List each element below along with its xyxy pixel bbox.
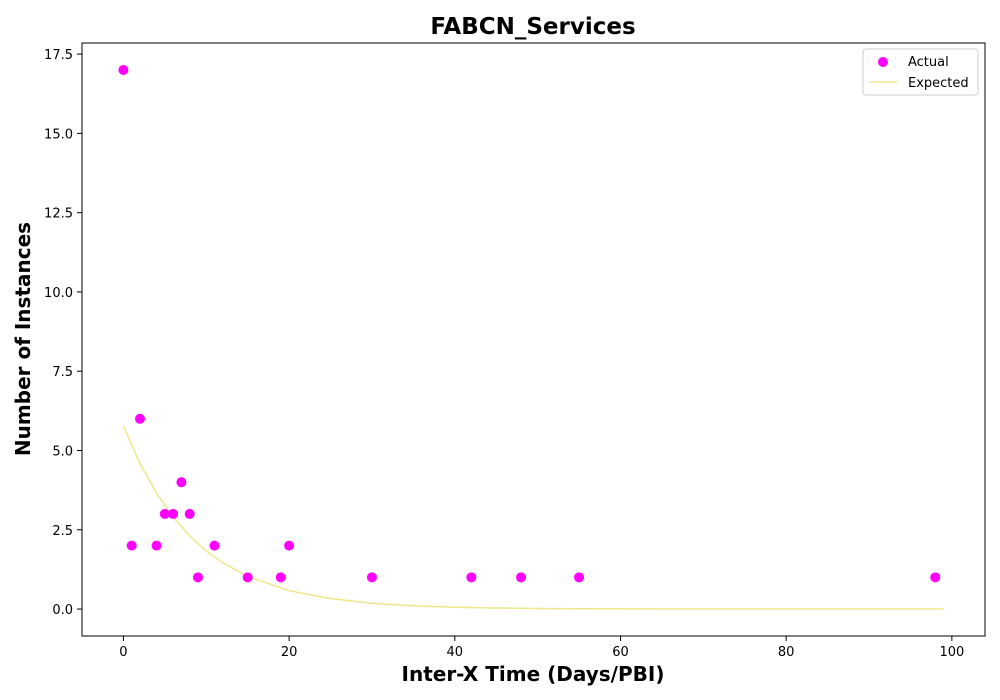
y-tick-label: 17.5: [44, 48, 73, 63]
actual-point: [275, 572, 286, 583]
actual-point: [192, 572, 203, 583]
actual-point: [134, 413, 145, 424]
y-tick-label: 7.5: [52, 365, 73, 380]
legend: Actual Expected: [862, 48, 979, 96]
legend-expected-label: Expected: [908, 76, 969, 91]
actual-point: [126, 540, 137, 551]
actual-point: [209, 540, 220, 551]
y-tick-label: 0.0: [52, 603, 73, 618]
x-tick-label: 40: [447, 645, 464, 660]
x-tick-label: 0: [119, 645, 127, 660]
actual-point: [516, 572, 527, 583]
x-tick-label: 80: [778, 645, 795, 660]
plot-area: [81, 42, 986, 637]
actual-point: [151, 540, 162, 551]
legend-actual-label: Actual: [908, 55, 949, 70]
x-axis: 0 20 40 60 80 100: [119, 636, 964, 660]
y-tick-label: 10.0: [44, 286, 73, 301]
expected-line: [122, 425, 944, 610]
actual-point: [118, 64, 129, 75]
actual-point: [466, 572, 477, 583]
x-axis-title: Inter-X Time (Days/PBI): [402, 662, 665, 686]
actual-point: [159, 508, 170, 519]
legend-box: [862, 48, 979, 96]
series-layer: [118, 64, 944, 610]
x-tick-label: 20: [281, 645, 298, 660]
actual-point: [574, 572, 585, 583]
actual-point: [284, 540, 295, 551]
x-tick-label: 60: [612, 645, 629, 660]
chart-title: FABCN_Services: [430, 14, 635, 40]
y-tick-label: 2.5: [52, 524, 73, 539]
actual-point: [366, 572, 377, 583]
y-axis: 0.0 2.5 5.0 7.5 10.0 12.5 15.0 17.5: [44, 48, 82, 618]
y-axis-title: Number of Instances: [11, 222, 35, 456]
actual-point: [168, 508, 179, 519]
y-tick-label: 15.0: [44, 127, 73, 142]
actual-point: [930, 572, 941, 583]
actual-point: [242, 572, 253, 583]
y-tick-label: 12.5: [44, 207, 73, 222]
legend-actual-marker: [878, 57, 888, 67]
y-tick-label: 5.0: [52, 444, 73, 459]
actual-point: [176, 477, 187, 488]
x-tick-label: 100: [939, 645, 964, 660]
actual-point: [184, 508, 195, 519]
